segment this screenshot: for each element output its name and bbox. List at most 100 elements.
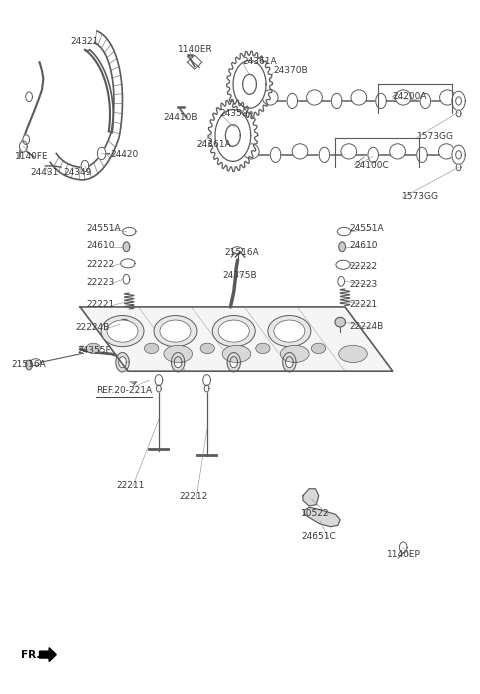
Polygon shape xyxy=(227,51,273,117)
Polygon shape xyxy=(26,360,33,370)
Polygon shape xyxy=(303,489,319,506)
Polygon shape xyxy=(226,125,240,146)
Polygon shape xyxy=(155,375,163,386)
Polygon shape xyxy=(39,648,56,661)
Text: 24355F: 24355F xyxy=(78,346,111,355)
Polygon shape xyxy=(452,145,465,164)
Polygon shape xyxy=(243,74,256,94)
Text: 24350: 24350 xyxy=(219,109,248,118)
Text: 22211: 22211 xyxy=(116,481,144,490)
Ellipse shape xyxy=(101,316,144,347)
Polygon shape xyxy=(81,160,89,171)
Polygon shape xyxy=(122,228,136,236)
Polygon shape xyxy=(233,60,266,108)
Polygon shape xyxy=(376,93,386,108)
Text: 22222: 22222 xyxy=(350,262,378,271)
Polygon shape xyxy=(232,247,242,254)
Polygon shape xyxy=(97,147,106,160)
Polygon shape xyxy=(230,357,238,368)
Polygon shape xyxy=(120,259,135,268)
Ellipse shape xyxy=(160,320,191,342)
Ellipse shape xyxy=(274,320,305,342)
Polygon shape xyxy=(283,353,296,372)
Text: 22222: 22222 xyxy=(86,260,114,269)
Polygon shape xyxy=(116,353,129,372)
Text: 24651C: 24651C xyxy=(301,532,336,541)
Ellipse shape xyxy=(292,144,308,159)
Polygon shape xyxy=(171,353,185,372)
Ellipse shape xyxy=(335,317,346,327)
Polygon shape xyxy=(417,147,427,162)
Ellipse shape xyxy=(212,316,255,347)
Ellipse shape xyxy=(243,144,259,159)
Ellipse shape xyxy=(86,344,100,353)
Text: 1573GG: 1573GG xyxy=(402,192,439,201)
Polygon shape xyxy=(31,359,41,366)
Ellipse shape xyxy=(144,344,159,353)
Text: 1140ER: 1140ER xyxy=(178,45,213,54)
Polygon shape xyxy=(339,242,346,252)
Polygon shape xyxy=(227,353,240,372)
Polygon shape xyxy=(26,92,33,101)
Polygon shape xyxy=(456,151,461,159)
Text: 24100C: 24100C xyxy=(355,162,389,171)
Text: 22212: 22212 xyxy=(180,493,208,502)
Text: FR.: FR. xyxy=(22,650,41,660)
Polygon shape xyxy=(174,357,182,368)
Polygon shape xyxy=(156,385,161,392)
Polygon shape xyxy=(80,307,393,371)
Ellipse shape xyxy=(119,319,130,329)
Text: 21516A: 21516A xyxy=(225,248,260,257)
Text: 24551A: 24551A xyxy=(350,223,384,232)
Ellipse shape xyxy=(268,316,311,347)
Polygon shape xyxy=(287,93,298,108)
Text: 24375B: 24375B xyxy=(222,271,257,280)
Ellipse shape xyxy=(439,144,454,159)
Text: 1140EP: 1140EP xyxy=(387,550,421,559)
Polygon shape xyxy=(336,260,350,269)
Ellipse shape xyxy=(307,90,323,105)
Ellipse shape xyxy=(222,346,251,362)
Text: 24551A: 24551A xyxy=(86,223,121,232)
Ellipse shape xyxy=(312,344,325,353)
Text: REF.20-221A: REF.20-221A xyxy=(96,386,152,395)
Ellipse shape xyxy=(351,90,367,105)
Polygon shape xyxy=(20,141,27,152)
Ellipse shape xyxy=(262,90,278,105)
Polygon shape xyxy=(304,507,340,527)
Ellipse shape xyxy=(154,316,197,347)
Polygon shape xyxy=(123,242,130,252)
Ellipse shape xyxy=(339,346,367,362)
Polygon shape xyxy=(203,375,210,386)
Text: 24370B: 24370B xyxy=(274,66,308,75)
Text: 24610: 24610 xyxy=(350,241,378,250)
Ellipse shape xyxy=(440,90,456,105)
Text: 22221: 22221 xyxy=(350,301,378,310)
Polygon shape xyxy=(420,93,431,108)
Text: 22224B: 22224B xyxy=(350,323,384,332)
Text: 22221: 22221 xyxy=(86,300,115,309)
Ellipse shape xyxy=(107,320,138,342)
Polygon shape xyxy=(119,357,126,368)
Polygon shape xyxy=(456,96,461,105)
Polygon shape xyxy=(331,93,342,108)
Ellipse shape xyxy=(280,346,309,362)
Text: 22223: 22223 xyxy=(350,280,378,289)
Polygon shape xyxy=(270,147,281,162)
Polygon shape xyxy=(456,164,461,171)
Ellipse shape xyxy=(164,346,192,362)
Polygon shape xyxy=(286,357,293,368)
Ellipse shape xyxy=(390,144,406,159)
Text: 24410B: 24410B xyxy=(164,113,198,122)
Text: 24321: 24321 xyxy=(71,37,99,46)
Text: 24431: 24431 xyxy=(30,169,59,177)
Polygon shape xyxy=(337,228,351,236)
Text: 24610: 24610 xyxy=(86,241,115,250)
Text: 1140FE: 1140FE xyxy=(15,153,48,162)
Text: 22224B: 22224B xyxy=(75,323,109,332)
Polygon shape xyxy=(452,91,465,110)
Polygon shape xyxy=(399,542,407,553)
Ellipse shape xyxy=(341,144,357,159)
Polygon shape xyxy=(319,147,330,162)
Polygon shape xyxy=(456,110,461,117)
